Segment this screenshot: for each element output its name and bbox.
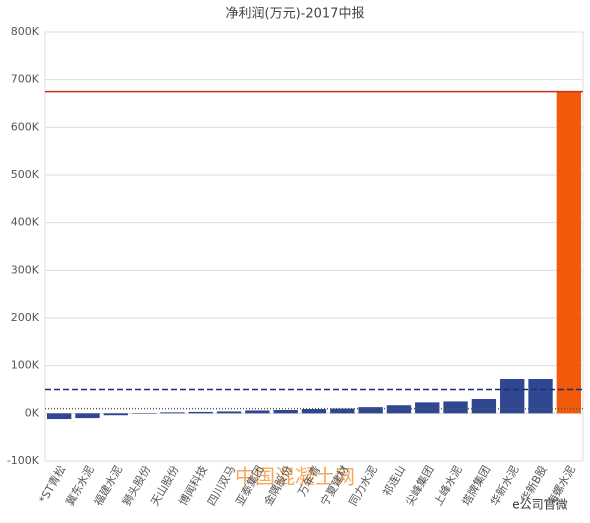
bar — [528, 379, 553, 414]
y-tick-label: 100K — [11, 359, 40, 372]
bar — [471, 399, 497, 414]
bar — [103, 413, 128, 416]
bar — [443, 401, 468, 414]
bar — [358, 407, 383, 414]
y-tick-label: 0K — [25, 406, 40, 419]
y-tick-label: 400K — [11, 216, 40, 229]
bar — [500, 379, 525, 414]
y-tick-label: 600K — [11, 120, 40, 133]
y-tick-label: 200K — [11, 311, 40, 324]
y-tick-label: 700K — [11, 73, 40, 86]
bar — [160, 412, 185, 414]
bar — [216, 411, 242, 414]
bar — [46, 413, 72, 420]
bar — [330, 408, 355, 414]
chart-title: 净利润(万元)-2017中报 — [226, 7, 365, 22]
bar — [273, 409, 298, 414]
bar — [301, 409, 327, 414]
bar — [386, 405, 412, 414]
bar — [188, 411, 213, 414]
watermark: e公司官微 — [512, 497, 567, 512]
y-tick-label: 800K — [11, 25, 40, 38]
bar — [415, 402, 440, 414]
bar — [245, 410, 270, 414]
bar — [556, 91, 582, 414]
watermark: 中国混凝土网 — [235, 465, 355, 489]
bar — [75, 413, 100, 419]
y-tick-label: 500K — [11, 168, 40, 181]
y-tick-label: -100K — [7, 454, 40, 467]
y-tick-label: 300K — [11, 263, 40, 276]
